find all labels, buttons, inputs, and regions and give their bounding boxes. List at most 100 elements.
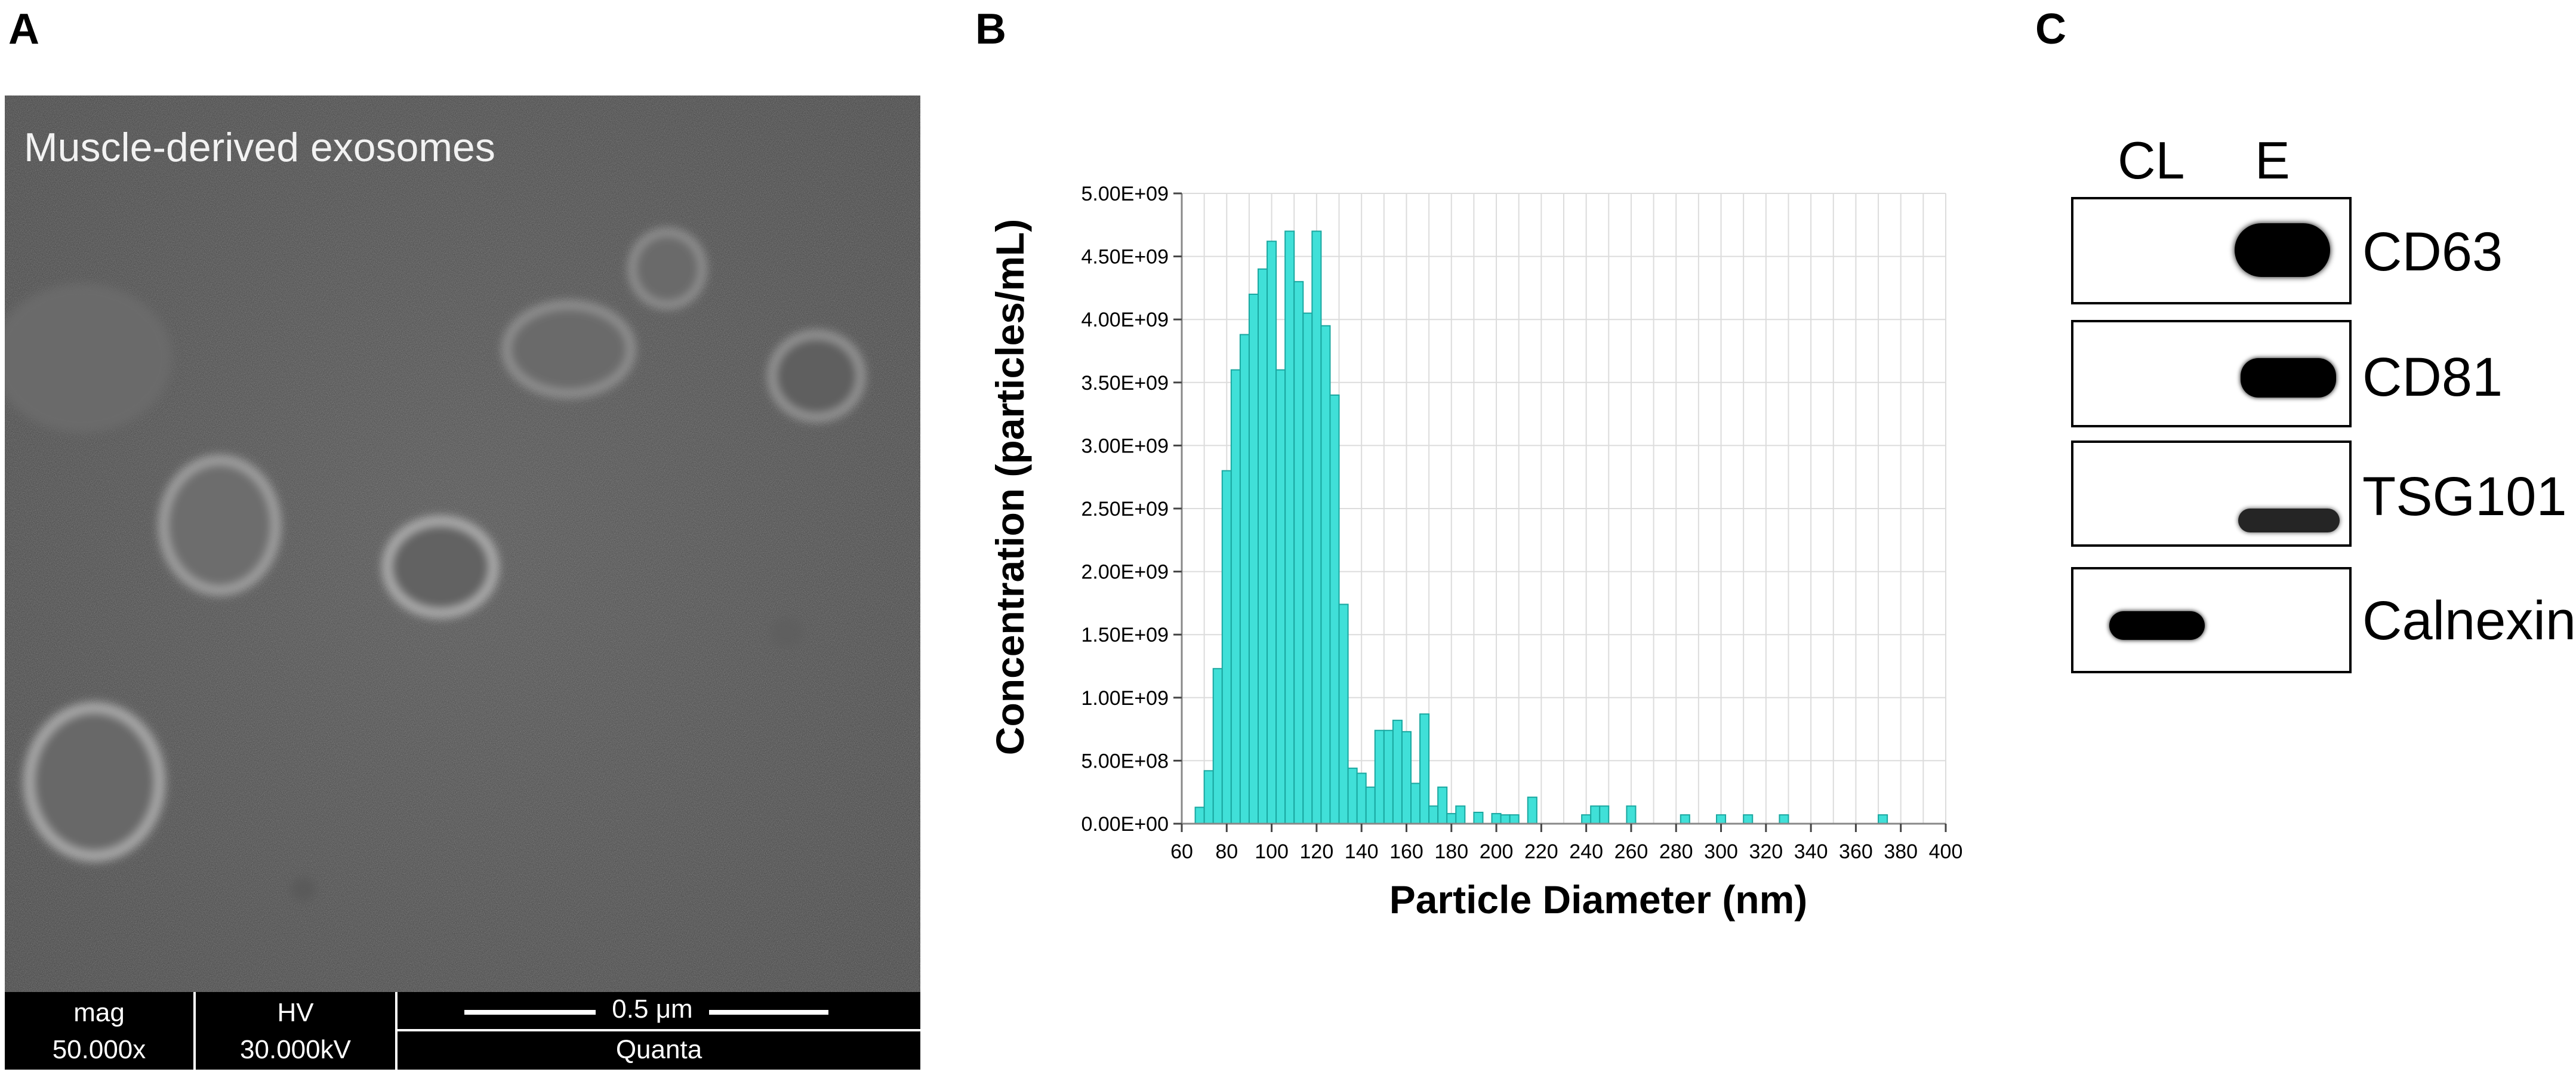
panel-b-label: B (975, 5, 1006, 53)
x-tick-label: 160 (1389, 840, 1423, 863)
x-tick-label: 360 (1839, 840, 1873, 863)
histogram-bar (1203, 770, 1214, 825)
x-tick-label: 80 (1215, 840, 1238, 863)
x-tick-label: 100 (1255, 840, 1289, 863)
histogram-bar (1221, 470, 1232, 824)
scale-bar-left (464, 1010, 596, 1015)
histogram-bar (1293, 281, 1304, 824)
x-axis-label: Particle Diameter (nm) (1389, 877, 1808, 922)
histogram-bar (1581, 814, 1592, 824)
y-tick-label: 1.00E+09 (1081, 687, 1169, 710)
hv-label: HV (277, 998, 314, 1027)
size-distribution-chart: 0.00E+00 5.00E+08 1.00E+09 1.50E+09 2.00E+09… (967, 143, 1982, 955)
x-tick-label: 180 (1434, 840, 1468, 863)
histogram-bar (1716, 814, 1727, 824)
histogram-bar (1311, 230, 1322, 825)
histogram-bar (1419, 713, 1430, 824)
y-tick-label: 5.00E+08 (1081, 750, 1169, 772)
histogram-bar (1320, 325, 1331, 824)
x-tick-label: 260 (1614, 840, 1648, 863)
histogram-bar (1743, 814, 1754, 824)
histogram-bar (1401, 731, 1412, 824)
histogram-bar (1446, 813, 1457, 825)
x-tick-label: 140 (1345, 840, 1379, 863)
histogram-bar (1455, 805, 1466, 825)
x-tick-label: 240 (1569, 840, 1603, 863)
histogram-bar (1878, 814, 1888, 824)
histogram-bar (1248, 293, 1259, 824)
marker-label-calnexin: Calnexin (2362, 590, 2576, 651)
lane-label-cl: CL (2118, 131, 2185, 190)
y-tick-label: 4.50E+09 (1081, 246, 1169, 269)
histogram-bar (1329, 394, 1340, 825)
histogram-bar (1347, 768, 1358, 825)
sem-micrograph: Muscle-derived exosomes mag 50.000x HV 3… (5, 96, 920, 1070)
marker-label-cd63: CD63 (2362, 221, 2503, 282)
histogram-bar (1356, 772, 1367, 825)
exosome-particles (5, 229, 865, 901)
scale-bar-right (709, 1010, 828, 1015)
histogram-bar (1239, 334, 1250, 824)
blot-row-cd63 (2071, 197, 2352, 304)
x-tick-label: 220 (1524, 840, 1558, 863)
histogram-bar (1365, 786, 1376, 824)
histogram-bar (1626, 805, 1637, 825)
marker-label-cd81: CD81 (2362, 347, 2503, 408)
chart-svg: 0.00E+00 5.00E+08 1.00E+09 1.50E+09 2.00E+09… (988, 183, 1963, 922)
sem-info-bar: mag 50.000x HV 30.000kV 0.5 μm Quanta (5, 992, 920, 1070)
blot-row-calnexin (2071, 567, 2352, 673)
band-tsg101-e (2238, 509, 2340, 532)
panel-a-label: A (8, 5, 39, 53)
x-tick-label: 400 (1929, 840, 1963, 863)
x-tick-label: 120 (1300, 840, 1334, 863)
y-tick-label: 3.00E+09 (1081, 435, 1169, 457)
y-tick-label: 1.50E+09 (1081, 624, 1169, 646)
histogram-bar (1491, 813, 1502, 825)
histogram-bar (1392, 719, 1403, 824)
x-tick-label: 280 (1659, 840, 1693, 863)
panel-c-label: C (2035, 5, 2066, 53)
band-cd81-e (2241, 358, 2336, 398)
histogram-bar (1779, 814, 1789, 824)
x-tick-label: 340 (1794, 840, 1828, 863)
histogram-bar (1680, 814, 1690, 824)
histogram-bar (1267, 241, 1277, 825)
histogram-bar (1374, 729, 1385, 824)
histogram-bar (1437, 786, 1448, 824)
histogram-bar (1473, 811, 1484, 824)
sem-title: Muscle-derived exosomes (24, 125, 495, 170)
histogram-bar (1302, 312, 1313, 824)
blot-row-tsg101 (2071, 440, 2352, 547)
x-tick-label: 300 (1704, 840, 1738, 863)
histogram-bar (1509, 814, 1520, 824)
histogram-bar (1284, 230, 1295, 825)
histogram-bar (1527, 796, 1537, 824)
marker-label-tsg101: TSG101 (2362, 466, 2567, 527)
histogram-bar (1212, 668, 1223, 824)
y-tick-label: 4.00E+09 (1081, 309, 1169, 331)
band-cd63-e (2235, 223, 2330, 277)
y-tick-label: 3.50E+09 (1081, 372, 1169, 395)
scale-bar-label: 0.5 μm (612, 994, 693, 1024)
histogram-bar (1599, 805, 1610, 825)
histogram-bar (1275, 369, 1286, 824)
blot-row-cd81 (2071, 320, 2352, 427)
x-tick-label: 200 (1480, 840, 1514, 863)
instrument-label: Quanta (615, 1035, 702, 1064)
histogram-bar (1230, 369, 1241, 824)
x-tick-label: 320 (1749, 840, 1783, 863)
histogram-bar (1410, 783, 1421, 825)
x-tick-label: 60 (1170, 840, 1193, 863)
y-axis-label: Concentration (particles/mL) (988, 219, 1032, 755)
histogram-bar (1194, 806, 1205, 824)
y-tick-label: 5.00E+09 (1081, 183, 1169, 205)
y-tick-label: 2.00E+09 (1081, 561, 1169, 584)
hv-value: 30.000kV (240, 1035, 351, 1064)
histogram-bar (1338, 603, 1349, 825)
mag-value: 50.000x (52, 1035, 146, 1064)
lane-label-e: E (2255, 131, 2290, 190)
histogram-bar (1500, 814, 1511, 824)
sem-image (5, 96, 920, 992)
histogram-bar (1590, 805, 1601, 825)
band-calnexin-cl (2109, 611, 2205, 640)
